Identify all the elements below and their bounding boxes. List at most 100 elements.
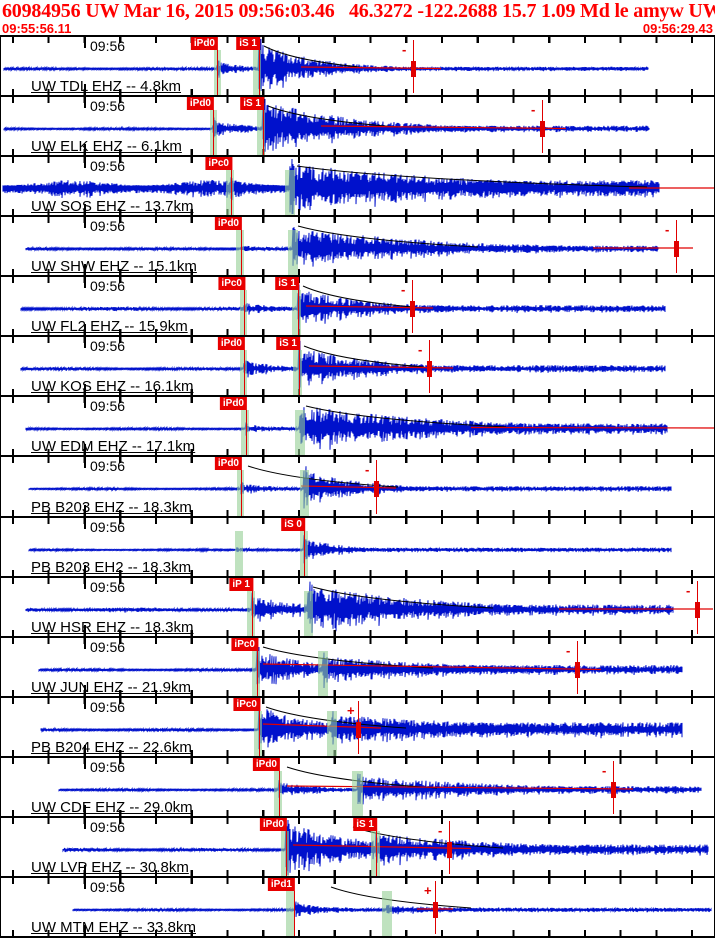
trace-panel-uw-hsr-ehz[interactable]: 09:56 UW HSR EHZ -- 18.3km iP 1 - [1,575,714,636]
coda-fit-line [300,66,442,70]
pick-flag[interactable]: iPd0 [259,817,287,831]
trace-panel-uw-edm-ehz[interactable]: 09:56 UW EDM EHZ -- 17.1km iPd0 [1,395,714,456]
station-label: UW MTM EHZ -- 33.8km [31,918,196,936]
waveform-trace [20,341,666,394]
pick-flag[interactable]: iPd0 [186,97,214,111]
pick-flag[interactable]: iS 1 [353,817,377,831]
coda-marker-bar[interactable] [674,241,679,258]
minute-tick-bottom [84,264,86,276]
minute-tick-bottom [84,444,86,456]
pick-flag[interactable]: iS 0 [281,517,305,531]
time-ticks-bottom [1,629,714,636]
trace-panel-uw-tdl-ehz[interactable]: 09:56 UW TDL EHZ -- 4.8km iPd0 iS 1 - [1,35,714,96]
coda-marker-bar[interactable] [540,121,545,138]
pick-flag[interactable]: iPc0 [205,157,232,171]
pick-uncertainty-band [252,650,260,696]
minute-tick-bottom [84,624,86,636]
pick-flag[interactable]: iPd0 [214,457,242,471]
minute-label: 09:56 [90,638,126,655]
coda-marker-bar[interactable] [356,721,361,738]
minute-label: 09:56 [90,758,126,775]
pick-uncertainty-band [382,890,392,936]
station-label: UW CDF EHZ -- 29.0km [31,798,193,816]
coda-marker-bar[interactable] [410,301,415,318]
minute-tick-bottom [84,804,86,816]
pick-flag[interactable]: iS 1 [240,97,264,111]
station-label: UW EDM EHZ -- 17.1km [31,438,196,456]
pick-time-line [217,50,218,96]
pick-flag[interactable]: iPc0 [218,277,245,291]
minute-tick-top [84,217,86,229]
pick-uncertainty-band [285,890,295,936]
pick-uncertainty-band [241,410,249,456]
time-ticks-bottom [1,929,714,936]
coda-quality-symbol: - [418,342,423,358]
time-ticks-top [1,157,714,164]
coda-quality-symbol: + [424,882,432,898]
time-ticks-top [1,217,714,224]
pick-time-line [246,410,247,456]
pick-time-line [252,590,253,636]
minute-tick-top [84,577,86,589]
pick-uncertainty-band [303,590,313,636]
time-ticks-bottom [1,389,714,396]
pick-flag[interactable]: iS 1 [276,337,300,351]
coda-marker-bar[interactable] [433,901,438,918]
pick-uncertainty-band [257,110,265,156]
minute-tick-top [84,397,86,409]
coda-marker-bar[interactable] [611,781,616,798]
minute-label: 09:56 [90,518,126,535]
pick-flag[interactable]: iP 1 [229,577,253,591]
coda-marker-bar[interactable] [374,481,379,498]
coda-marker-bar[interactable] [447,841,452,858]
header: 60984956 UW Mar 16, 2015 09:56:03.46 46.… [0,0,715,35]
pick-flag[interactable]: iPd0 [190,37,218,50]
trace-panel-uw-jun-ehz[interactable]: 09:56 UW JUN EHZ -- 21.9km iPc0 - [1,635,714,696]
time-ticks-bottom [1,869,714,876]
pick-flag[interactable]: iS 1 [275,277,299,291]
pick-flag[interactable]: iPc0 [233,697,260,711]
trace-panel-uw-sos-ehz[interactable]: 09:56 UW SOS EHZ -- 13.7km iPc0 [1,155,714,216]
trace-panel-uw-shw-ehz[interactable]: 09:56 UW SHW EHZ -- 15.1km iPd0 - [1,215,714,276]
pick-time-line [376,830,377,876]
time-ticks-bottom [1,209,714,216]
trace-panel-pb-b203-ehz[interactable]: 09:56 PB B203 EHZ -- 18.3km iPd0 - [1,455,714,516]
minute-tick-top [84,97,86,109]
time-ticks-bottom [1,269,714,276]
pick-flag[interactable]: iPd0 [214,217,242,231]
trace-panel-pb-b204-ehz[interactable]: 09:56 PB B204 EHZ -- 22.6km iPc0 + [1,695,714,756]
trace-panel-uw-mtm-ehz[interactable]: 09:56 UW MTM EHZ -- 33.8km iPd1 + [1,875,714,936]
coda-marker-bar[interactable] [575,661,580,678]
pick-flag[interactable]: iS 1 [236,37,260,50]
minute-tick-bottom [84,504,86,516]
minute-tick-top [84,757,86,769]
trace-panel-pb-b203-eh2[interactable]: 09:56 PB B203 EH2 -- 18.3km iS 0 [1,515,714,576]
trace-panel-uw-cdf-ehz[interactable]: 09:56 UW CDF EHZ -- 29.0km iPd0 - [1,755,714,816]
minute-tick-bottom [84,684,86,696]
trace-panel-uw-lvp-ehz[interactable]: 09:56 UW LVP EHZ -- 30.8km iPd0 iS 1 - [1,815,714,876]
trace-panel-uw-elk-ehz[interactable]: 09:56 UW ELK EHZ -- 6.1km iPd0 iS 1 - [1,95,714,156]
trace-panel-uw-fl2-ehz[interactable]: 09:56 UW FL2 EHZ -- 15.9km iPc0 iS 1 - [1,275,714,336]
coda-marker-bar[interactable] [427,361,432,378]
pick-flag[interactable]: iPc0 [231,637,258,651]
time-ticks-top [1,697,714,704]
pick-uncertainty-band [247,590,255,636]
pick-uncertainty-band [327,710,337,756]
pick-time-line [257,650,258,696]
time-ticks-bottom [1,449,714,456]
pick-flag[interactable]: iPd0 [252,757,280,771]
time-ticks-top [1,517,714,524]
minute-label: 09:56 [90,398,126,415]
trace-panel-uw-kos-ehz[interactable]: 09:56 UW KOS EHZ -- 16.1km iPd0 iS 1 - [1,335,714,396]
pick-flag[interactable]: iPd0 [219,397,247,411]
pick-flag[interactable]: iPd1 [267,877,295,891]
pick-flag[interactable]: iPd0 [217,337,245,351]
minute-tick-top [84,637,86,649]
minute-tick-bottom [84,564,86,576]
coda-marker-bar[interactable] [695,601,700,618]
waveform-trace [25,407,668,451]
coda-marker-bar[interactable] [411,61,416,77]
time-ticks-bottom [1,329,714,336]
time-window-row: 09:55:56.11 09:56:29.43 [0,22,715,35]
time-ticks-top [1,877,714,884]
